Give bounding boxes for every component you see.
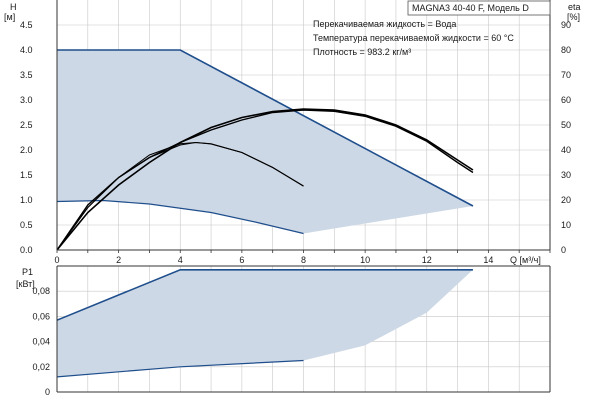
pumped-liquid-info: Перекачиваемая жидкость = Вода Температу… (313, 19, 514, 57)
head-curve-max (56, 108, 474, 251)
p1-tick-label: 0,04 (32, 337, 50, 347)
h-tick-label: 0.0 (20, 245, 33, 255)
eta-tick-label: 10 (561, 220, 571, 230)
p1-axis-unit: [кВт] (16, 279, 35, 289)
condition-liquid: Перекачиваемая жидкость = Вода (313, 19, 456, 29)
h-tick-label: 0.5 (20, 220, 33, 230)
h-tick-label: 4.5 (20, 20, 33, 30)
q-tick-label: 6 (239, 255, 244, 265)
h-axis-label: H (10, 2, 17, 12)
head-curves (56, 108, 474, 251)
eta-tick-label: 60 (561, 95, 571, 105)
head-chart-labels: H [м] eta [%] Q [м³/ч] (4, 2, 581, 265)
min-power-line (56, 359, 304, 378)
eta-tick-label: 80 (561, 45, 571, 55)
h-tick-label: 1.0 (20, 195, 33, 205)
q-tick-label: 0 (54, 255, 59, 265)
q-tick-label: 8 (301, 255, 306, 265)
max-power-line (56, 268, 473, 321)
eta-axis-label: eta (568, 2, 581, 12)
q-tick-label: 4 (178, 255, 183, 265)
p1-tick-label: 0,02 (32, 362, 50, 372)
efficiency-curve-mid (56, 141, 304, 251)
p1-axis-label: P1 (22, 267, 33, 277)
q-tick-label: 12 (422, 255, 432, 265)
eta-tick-label: 20 (561, 195, 571, 205)
power-operating-area (57, 269, 473, 377)
power-envelope (56, 268, 473, 378)
operating-area (57, 50, 473, 250)
eta-axis-unit: [%] (567, 12, 580, 22)
h-axis-unit: [м] (4, 12, 15, 22)
condition-temperature: Температура перекачиваемой жидкости = 60… (313, 33, 514, 43)
eta-tick-label: 90 (561, 20, 571, 30)
p1-tick-label: 0 (45, 387, 50, 397)
eta-tick-label: 0 (561, 245, 566, 255)
p1-tick-label: 0,08 (32, 286, 50, 296)
eta-tick-label: 70 (561, 70, 571, 80)
h-tick-label: 2.5 (20, 120, 33, 130)
power-chart-labels: P1 [кВт] (16, 267, 35, 289)
max-head-envelope-line (57, 49, 474, 207)
efficiency-curve-max (56, 109, 474, 251)
eta-tick-label: 40 (561, 145, 571, 155)
h-tick-label: 2.0 (20, 145, 33, 155)
eta-tick-label: 30 (561, 170, 571, 180)
h-tick-label: 4.0 (20, 45, 33, 55)
q-tick-label: 10 (360, 255, 370, 265)
h-tick-label: 1.5 (20, 170, 33, 180)
h-tick-label: 3.5 (20, 70, 33, 80)
model-label-box: MAGNA3 40-40 F, Модель D (407, 0, 551, 16)
eta-tick-label: 50 (561, 120, 571, 130)
head-chart-frame (56, 0, 551, 253)
q-tick-label: 2 (116, 255, 121, 265)
power-chart-frame (56, 265, 551, 393)
h-tick-label: 3.0 (20, 95, 33, 105)
q-tick-label: 14 (483, 255, 493, 265)
condition-density: Плотность = 983.2 кг/м³ (313, 47, 411, 57)
p1-tick-label: 0,06 (32, 311, 50, 321)
q-axis-label: Q [м³/ч] (510, 255, 541, 265)
model-label: MAGNA3 40-40 F, Модель D (412, 3, 529, 13)
